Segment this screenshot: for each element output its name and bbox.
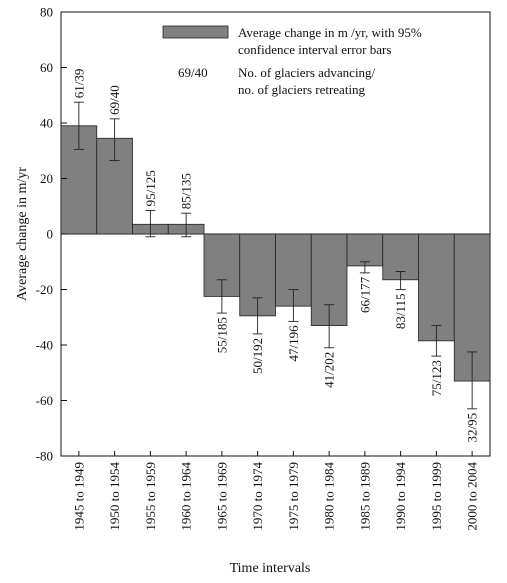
bar-ratio-label: 41/202 <box>322 352 337 388</box>
y-tick-label: 60 <box>40 60 53 75</box>
bar-ratio-label: 95/125 <box>143 170 158 206</box>
bar-ratio-label: 32/95 <box>465 413 480 443</box>
y-axis-ticks: 80 60 40 20 0 -20 -40 -60 -80 <box>36 5 67 464</box>
x-tick-label: 1980 to 1984 <box>322 462 337 531</box>
x-tick-label: 1950 to 1954 <box>107 462 122 531</box>
x-axis-ticks: 1945 to 1949 1950 to 1954 1955 to 1959 1960… <box>71 451 480 531</box>
y-tick-label: -80 <box>36 449 53 464</box>
legend-ratio-entry-line2: no. of glaciers retreating <box>238 82 366 97</box>
x-tick-label: 1945 to 1949 <box>71 462 86 531</box>
bars-group <box>60 125 491 382</box>
y-tick-label: 0 <box>47 227 54 242</box>
bar-ratio-label: 83/115 <box>393 294 408 330</box>
y-axis-label: Average change in m/yr <box>15 167 30 301</box>
bar-ratio-label: 69/40 <box>107 85 122 115</box>
bar-ratio-label: 66/177 <box>357 276 372 313</box>
y-tick-label: 40 <box>40 116 53 131</box>
bar <box>418 233 455 342</box>
error-bars-group <box>73 101 478 410</box>
bar-ratio-label: 55/185 <box>214 317 229 353</box>
x-tick-label: 2000 to 2004 <box>465 462 480 531</box>
legend-ratio-example: 69/40 <box>178 65 208 80</box>
y-tick-label: -60 <box>36 393 53 408</box>
x-tick-label: 1985 to 1989 <box>357 462 372 531</box>
y-tick-label: 20 <box>40 171 53 186</box>
x-tick-label: 1990 to 1994 <box>393 462 408 531</box>
legend-ratio-entry-line1: No. of glaciers advancing/ <box>238 65 376 80</box>
bar <box>346 233 384 267</box>
x-tick-label: 1955 to 1959 <box>143 462 158 531</box>
legend-bar-entry-line1: Average change in m /yr, with 95% <box>238 25 422 40</box>
bar-ratio-label: 50/192 <box>250 338 265 374</box>
x-tick-label: 1975 to 1979 <box>286 462 301 531</box>
x-axis-label: Time intervals <box>230 561 311 576</box>
legend-bar-entry-line2: confidence interval error bars <box>238 42 391 57</box>
x-tick-label: 1995 to 1999 <box>429 462 444 531</box>
y-tick-label: 80 <box>40 5 53 20</box>
bar-ratio-label: 61/39 <box>71 69 86 99</box>
legend: Average change in m /yr, with 95% confid… <box>162 25 422 97</box>
bar-ratio-label: 75/123 <box>429 360 444 396</box>
x-tick-label: 1965 to 1969 <box>214 462 229 531</box>
legend-bar-swatch <box>162 25 229 39</box>
bar-ratio-label: 47/196 <box>286 325 301 362</box>
bar-ratio-label: 85/135 <box>179 173 194 209</box>
y-tick-label: -40 <box>36 338 53 353</box>
x-tick-label: 1970 to 1974 <box>250 462 265 531</box>
y-tick-label: -20 <box>36 282 53 297</box>
bar-labels-group: 61/39 69/40 95/125 85/135 55/185 50/192 47/196… <box>71 69 479 443</box>
x-tick-label: 1960 to 1964 <box>179 462 194 531</box>
